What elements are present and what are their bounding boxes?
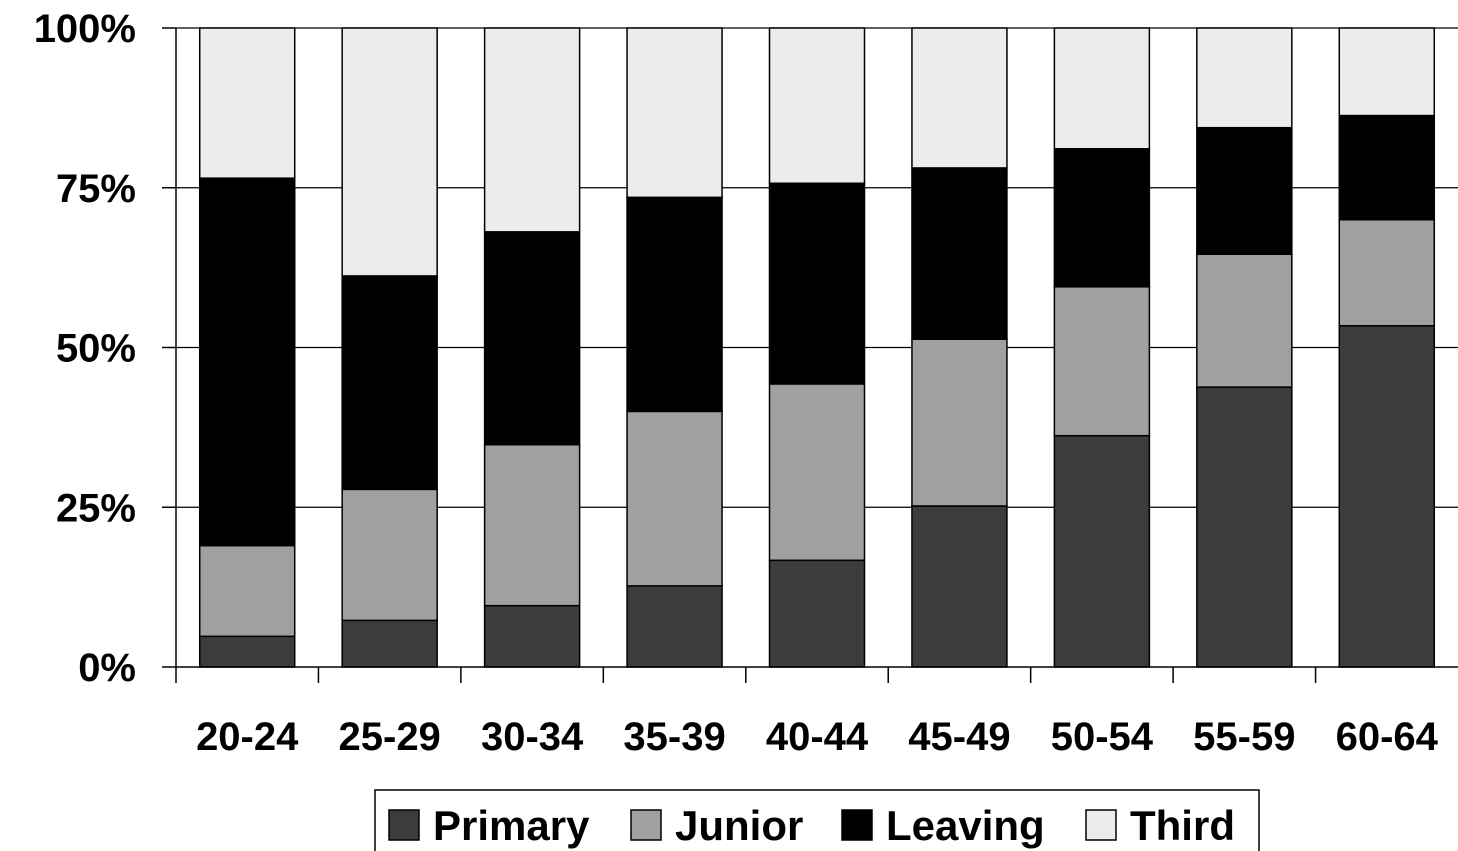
- y-tick-label: 50%: [56, 327, 136, 371]
- bar-junior-50-54: [1053, 286, 1151, 437]
- bar-junior-25-29: [341, 488, 438, 622]
- x-tick-label: 30-34: [481, 715, 584, 759]
- bar-primary-20-24: [198, 635, 296, 668]
- legend-label-third: Third: [1130, 802, 1235, 849]
- bar-leaving-35-39: [626, 196, 723, 413]
- legend: Primary Junior Leaving Third: [374, 789, 1260, 851]
- bar-leaving-50-54: [1053, 148, 1151, 288]
- bar-leaving-30-34: [483, 231, 581, 446]
- bar-third-60-64: [1338, 27, 1436, 117]
- x-tick-label: 60-64: [1336, 715, 1439, 759]
- bar-leaving-25-29: [341, 275, 438, 491]
- bar-third-55-59: [1196, 27, 1293, 129]
- bar-primary-60-64: [1338, 325, 1436, 668]
- bar-primary-45-49: [911, 505, 1008, 668]
- bar-primary-25-29: [341, 619, 438, 668]
- bar-third-35-39: [626, 27, 723, 199]
- bar-leaving-60-64: [1338, 114, 1436, 221]
- y-tick-label: 25%: [56, 486, 136, 530]
- legend-swatch-third: [1085, 809, 1117, 841]
- x-axis-ticks: 20-24 25-29 30-34 35-39 40-44 45-49 50-54 55-59…: [175, 667, 1439, 759]
- x-tick-label: 35-39: [623, 715, 725, 759]
- bar-leaving-45-49: [911, 167, 1008, 340]
- y-tick-label: 75%: [56, 167, 136, 211]
- y-tick-label: 0%: [78, 646, 136, 690]
- bars: [198, 27, 1436, 668]
- x-tick-label: 40-44: [766, 715, 869, 759]
- bar-junior-60-64: [1338, 218, 1436, 327]
- bar-primary-40-44: [768, 559, 866, 668]
- legend-label-leaving: Leaving: [886, 802, 1045, 849]
- bar-junior-45-49: [911, 338, 1008, 507]
- bar-primary-35-39: [626, 585, 723, 668]
- legend-swatch-leaving: [841, 809, 873, 841]
- legend-swatch-junior: [630, 809, 662, 841]
- x-tick-label: 20-24: [196, 715, 299, 759]
- bar-leaving-55-59: [1196, 126, 1293, 255]
- x-tick-label: 50-54: [1051, 715, 1154, 759]
- bar-primary-50-54: [1053, 434, 1151, 668]
- y-tick-label: 100%: [34, 7, 136, 51]
- bar-third-50-54: [1053, 27, 1151, 150]
- bar-leaving-20-24: [198, 177, 296, 547]
- bar-primary-55-59: [1196, 386, 1293, 668]
- bar-junior-55-59: [1196, 253, 1293, 388]
- bar-junior-35-39: [626, 410, 723, 587]
- y-axis-ticks: 0% 25% 50% 75% 100%: [34, 7, 176, 690]
- bar-third-25-29: [341, 27, 438, 277]
- bar-third-40-44: [768, 27, 866, 185]
- x-tick-label: 25-29: [339, 715, 441, 759]
- bar-junior-20-24: [198, 544, 296, 638]
- x-tick-label: 45-49: [908, 715, 1010, 759]
- legend-swatch-primary: [388, 809, 420, 841]
- bar-junior-30-34: [483, 443, 581, 607]
- bar-junior-40-44: [768, 383, 866, 562]
- legend-label-junior: Junior: [675, 802, 803, 849]
- x-tick-label: 55-59: [1193, 715, 1295, 759]
- legend-label-primary: Primary: [433, 802, 590, 849]
- bar-third-30-34: [483, 27, 581, 233]
- bar-third-45-49: [911, 27, 1008, 169]
- bar-primary-30-34: [483, 604, 581, 668]
- bar-third-20-24: [198, 27, 296, 179]
- bar-leaving-40-44: [768, 182, 866, 385]
